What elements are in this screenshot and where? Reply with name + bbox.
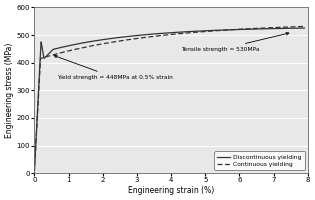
Discontinuous yielding	[268, 27, 272, 30]
Discontinuous yielding	[63, 45, 67, 48]
Continuous yielding	[303, 25, 306, 28]
X-axis label: Engineering strain (%): Engineering strain (%)	[128, 186, 214, 195]
Text: Yield strength = 448MPa at 0.5% strain: Yield strength = 448MPa at 0.5% strain	[54, 55, 172, 80]
Continuous yielding	[297, 25, 301, 28]
Line: Discontinuous yielding: Discontinuous yielding	[34, 28, 305, 173]
Continuous yielding	[32, 172, 36, 174]
Discontinuous yielding	[136, 34, 140, 37]
Y-axis label: Engineering stress (MPa): Engineering stress (MPa)	[5, 43, 14, 138]
Line: Continuous yielding: Continuous yielding	[34, 26, 305, 173]
Continuous yielding	[148, 36, 152, 38]
Continuous yielding	[79, 47, 83, 49]
Text: Tensile strength = 530MPa: Tensile strength = 530MPa	[181, 32, 289, 52]
Continuous yielding	[63, 51, 67, 53]
Discontinuous yielding	[32, 172, 36, 174]
Continuous yielding	[136, 37, 140, 40]
Discontinuous yielding	[297, 27, 301, 29]
Continuous yielding	[268, 27, 272, 29]
Discontinuous yielding	[303, 27, 306, 29]
Discontinuous yielding	[148, 33, 152, 36]
Legend: Discontinuous yielding, Continuous yielding: Discontinuous yielding, Continuous yield…	[214, 151, 305, 170]
Discontinuous yielding	[79, 42, 83, 44]
